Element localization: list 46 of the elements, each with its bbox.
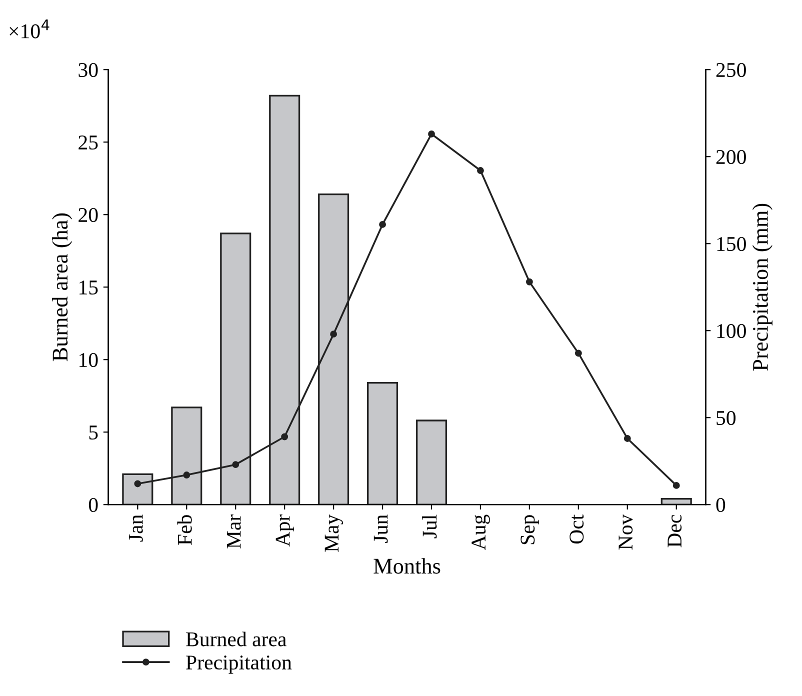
x-tick-label: Mar xyxy=(226,514,241,548)
y2-tick-label: 100 xyxy=(717,324,746,338)
x-tick-label: Aug xyxy=(472,514,490,550)
x-axis-title: Months xyxy=(374,558,440,574)
text: ×10$^{4}$ xyxy=(10,20,50,38)
point xyxy=(232,461,240,468)
y2-tick-label: 250 xyxy=(716,62,746,78)
bar xyxy=(660,498,692,505)
point xyxy=(672,482,680,489)
x-tick-label: May xyxy=(324,514,343,552)
legend-label: Precipitation xyxy=(186,656,292,674)
y2-axis-title: Precipitation (mm) xyxy=(752,204,772,371)
legend-label: Burned area xyxy=(186,632,286,646)
x-tick-label: Sep xyxy=(520,515,539,544)
x-tick-label: Dec xyxy=(668,514,682,548)
x-tick-label: Jul xyxy=(422,514,437,538)
point xyxy=(574,350,582,357)
y-tick-label: 25 xyxy=(78,136,98,150)
point xyxy=(379,220,386,228)
y-tick-label: 15 xyxy=(80,280,98,295)
x-tick-label: Jun xyxy=(374,514,388,543)
x-tick-label: Apr xyxy=(276,514,294,547)
y2-tick-label: 200 xyxy=(716,150,746,164)
y-tick-label: 0 xyxy=(88,498,98,512)
y-tick-label: 20 xyxy=(78,208,98,222)
y2-tick-label: 50 xyxy=(716,410,736,426)
y-tick-label: 30 xyxy=(78,62,98,78)
x-tick-label: Nov xyxy=(618,514,633,550)
bar xyxy=(416,420,448,505)
point xyxy=(134,480,142,488)
point xyxy=(526,278,533,286)
y-axis-title: Burned area (ha) xyxy=(52,213,72,362)
y-tick-label: 10 xyxy=(80,352,98,368)
point xyxy=(477,167,484,174)
x-tick-label: Jan xyxy=(129,514,143,542)
point xyxy=(281,433,288,440)
point xyxy=(330,330,338,338)
x-tick-label: Feb xyxy=(177,515,192,545)
bar xyxy=(367,382,398,505)
y2-tick-label: 0 xyxy=(716,498,726,512)
point xyxy=(624,435,631,442)
point xyxy=(183,472,190,478)
y2-tick-label: 150 xyxy=(717,236,746,252)
y-tick-label: 5 xyxy=(89,426,98,440)
point xyxy=(428,130,435,138)
x-tick-label: Oct xyxy=(570,514,584,544)
